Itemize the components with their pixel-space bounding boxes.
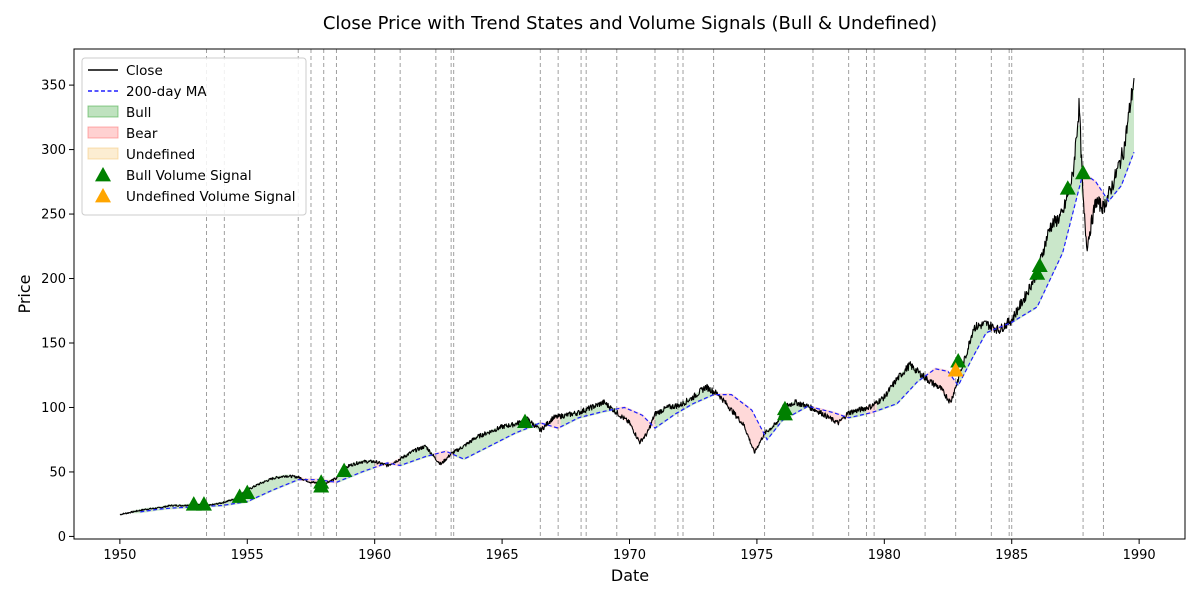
trend-band-bull (655, 385, 714, 430)
close-price-line (119, 78, 1135, 516)
trend-band-bull (336, 460, 375, 484)
bull-volume-signal (950, 353, 967, 368)
y-tick-label: 200 (41, 272, 66, 287)
trend-band-bull (1103, 77, 1134, 209)
y-tick-label: 50 (49, 465, 66, 480)
x-tick-label: 1975 (740, 548, 773, 563)
x-axis-label: Date (611, 566, 649, 585)
trend-band-bull (400, 445, 434, 467)
bull-volume-signal (195, 496, 212, 511)
x-tick-label: 1985 (995, 548, 1028, 563)
legend-swatch-signal (95, 188, 111, 203)
legend-label: Close (126, 63, 163, 79)
bull-volume-signal (1031, 257, 1048, 273)
x-tick-label: 1960 (358, 548, 391, 563)
y-axis: 0 50 100 150 200 250 300 350 (41, 79, 74, 545)
state-change-lines (206, 49, 1104, 539)
legend-swatch-bull (87, 105, 119, 118)
bull-volume-signal (1059, 180, 1076, 195)
legend-swatch-signal (95, 167, 111, 182)
legend: Close 200-day MA Bull Bear Undefined Bull Vol… (81, 57, 307, 216)
trend-band-bull (764, 401, 813, 440)
x-tick-label: 1990 (1123, 548, 1156, 563)
x-tick-label: 1980 (868, 548, 901, 563)
bull-volume-signal (185, 496, 202, 511)
y-tick-label: 300 (41, 143, 66, 158)
legend-box (81, 57, 307, 216)
y-tick-label: 350 (41, 79, 66, 94)
trend-band-bull (955, 322, 992, 389)
legend-label: 200-day MA (126, 84, 207, 100)
volume-signal-markers (185, 164, 1092, 511)
legend-label: Undefined Volume Signal (126, 189, 296, 205)
legend-label: Bear (126, 126, 158, 142)
chart-title: Close Price with Trend States and Volume… (323, 13, 937, 34)
undefined-volume-signal (947, 362, 964, 377)
bull-volume-signal (336, 462, 353, 478)
trend-band-bull (876, 364, 926, 413)
legend-label: Bull (126, 105, 151, 121)
y-tick-label: 150 (41, 337, 66, 352)
x-tick-label: 1965 (486, 548, 519, 563)
y-tick-label: 250 (41, 208, 66, 223)
legend-label: Bull Volume Signal (126, 168, 252, 184)
y-tick-label: 100 (41, 401, 66, 416)
legend-swatch-undefined (87, 147, 119, 160)
x-tick-label: 1950 (103, 548, 136, 563)
plot-area (73, 48, 1186, 540)
bull-volume-signal (239, 484, 256, 499)
y-axis-label: Price (15, 274, 34, 313)
legend-swatch-bear (87, 126, 119, 139)
trend-band-bull (453, 418, 541, 460)
legend-label: Undefined (126, 147, 195, 163)
trend-band-bear (713, 390, 765, 453)
x-tick-label: 1970 (613, 548, 646, 563)
bull-volume-signal (313, 474, 330, 489)
y-tick-label: 0 (58, 530, 66, 545)
bull-volume-signal (517, 413, 534, 429)
bull-volume-signal (1075, 164, 1092, 180)
bull-volume-signal (231, 488, 248, 503)
x-tick-label: 1955 (231, 548, 264, 563)
trend-band-bull (560, 401, 617, 429)
bull-volume-signal (1029, 265, 1046, 280)
bull-volume-signal (776, 400, 793, 416)
x-axis: 1950 1955 1960 1965 1970 1975 1980 1985 1990 (103, 539, 1156, 563)
